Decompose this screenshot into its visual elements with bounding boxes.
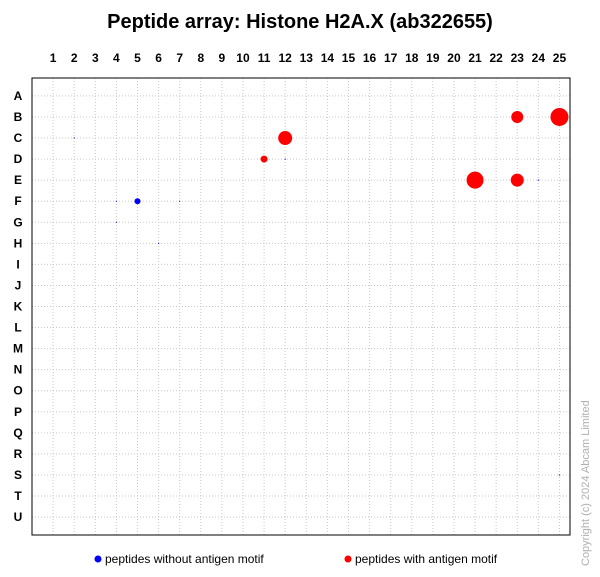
x-tick-label: 3 — [92, 51, 99, 65]
x-tick-label: 24 — [532, 51, 546, 65]
x-tick-label: 19 — [426, 51, 440, 65]
y-tick-label: T — [14, 489, 22, 503]
y-tick-label: O — [13, 384, 22, 398]
legend-marker-with-motif — [344, 555, 352, 563]
y-tick-label: D — [14, 152, 23, 166]
data-point-E24 — [537, 179, 539, 181]
x-tick-label: 16 — [363, 51, 377, 65]
x-tick-label: 4 — [113, 51, 120, 65]
y-tick-label: Q — [13, 426, 22, 440]
y-tick-label: G — [13, 215, 22, 229]
data-point-B25 — [550, 107, 569, 126]
plot-frame — [31, 77, 571, 536]
x-tick-label: 2 — [71, 51, 78, 65]
x-axis-ticks: 1 2 3 4 5 6 7 8 9 10 11 12 13 14 15 16 17 18 19 20 21 22 23 24 2… — [50, 51, 567, 65]
data-point-C12 — [278, 131, 293, 146]
data-point-S25 — [558, 474, 561, 476]
legend-label-without-motif: peptides without antigen motif — [105, 552, 264, 566]
copyright-text: Copyright (c) 2024 Abcam Limited — [580, 400, 592, 566]
data-point-C2 — [73, 137, 75, 139]
y-tick-label: U — [14, 510, 23, 524]
x-tick-label: 23 — [511, 51, 525, 65]
y-tick-label: N — [14, 363, 23, 377]
data-point-H6 — [157, 242, 160, 244]
y-tick-label: L — [14, 321, 21, 335]
y-tick-label: B — [14, 110, 23, 124]
data-point-E21 — [466, 171, 484, 189]
x-tick-label: 17 — [384, 51, 398, 65]
chart-title: Peptide array: Histone H2A.X (ab322655) — [107, 11, 493, 33]
data-points — [73, 107, 569, 476]
data-point-E23 — [510, 173, 524, 187]
x-tick-label: 21 — [468, 51, 482, 65]
y-tick-label: J — [15, 278, 22, 292]
data-point-B23 — [511, 110, 524, 123]
x-tick-label: 11 — [258, 51, 271, 65]
x-tick-label: 13 — [300, 51, 314, 65]
legend: peptides without antigen motif peptides … — [94, 552, 498, 566]
y-tick-label: H — [14, 236, 23, 250]
x-tick-label: 7 — [176, 51, 183, 65]
data-point-F5 — [134, 198, 141, 205]
data-point-D12 — [284, 158, 286, 160]
x-tick-label: 14 — [321, 51, 335, 65]
x-tick-label: 1 — [50, 51, 57, 65]
y-tick-label: F — [14, 194, 21, 208]
legend-marker-without-motif — [94, 555, 102, 563]
y-tick-label: C — [14, 131, 23, 145]
x-tick-label: 20 — [447, 51, 461, 65]
x-tick-label: 15 — [342, 51, 356, 65]
y-tick-label: M — [13, 342, 23, 356]
x-tick-label: 10 — [236, 51, 250, 65]
x-tick-label: 6 — [155, 51, 162, 65]
grid-lines — [32, 78, 570, 535]
x-tick-label: 9 — [219, 51, 226, 65]
x-tick-label: 25 — [553, 51, 567, 65]
y-tick-label: K — [14, 300, 23, 314]
y-tick-label: E — [14, 173, 22, 187]
data-point-D11 — [260, 155, 268, 163]
y-tick-label: I — [16, 257, 19, 271]
x-tick-label: 18 — [405, 51, 419, 65]
y-tick-label: S — [14, 468, 22, 482]
data-point-G4 — [115, 221, 117, 223]
x-tick-label: 5 — [134, 51, 141, 65]
y-tick-label: A — [14, 89, 23, 103]
data-point-F7 — [179, 200, 181, 202]
y-tick-label: R — [14, 447, 23, 461]
y-tick-label: P — [14, 405, 22, 419]
x-tick-label: 12 — [278, 51, 292, 65]
x-tick-label: 8 — [197, 51, 204, 65]
x-tick-label: 22 — [489, 51, 503, 65]
data-point-F4 — [115, 200, 117, 202]
legend-label-with-motif: peptides with antigen motif — [355, 552, 498, 566]
